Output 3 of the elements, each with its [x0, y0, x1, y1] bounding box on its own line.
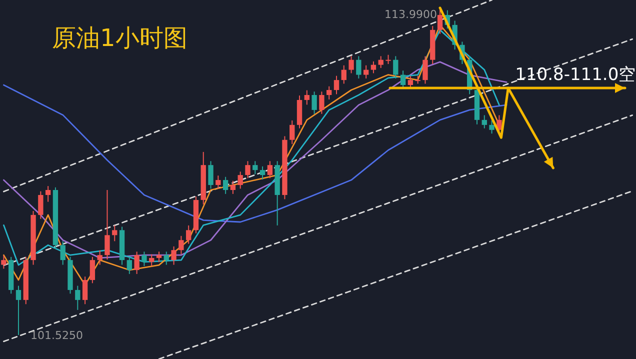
annotation: 101.5250 [30, 328, 83, 342]
text: 原油1小时图 [52, 24, 188, 52]
annotation: 113.9900 [384, 8, 438, 21]
